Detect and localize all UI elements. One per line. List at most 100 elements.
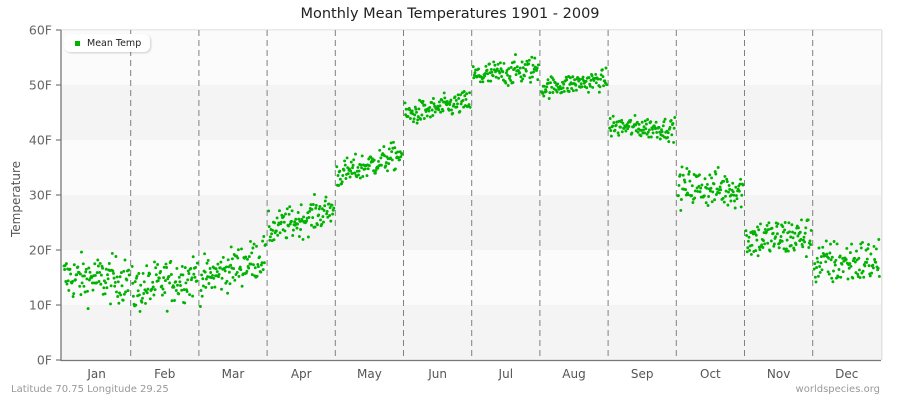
data-point bbox=[145, 264, 149, 268]
data-point bbox=[359, 163, 363, 167]
data-point bbox=[778, 241, 782, 245]
data-point bbox=[789, 235, 793, 239]
data-point bbox=[249, 262, 253, 266]
data-point bbox=[488, 62, 491, 66]
data-point bbox=[83, 290, 87, 294]
data-point bbox=[651, 127, 654, 131]
data-point bbox=[571, 89, 575, 93]
data-point bbox=[151, 285, 155, 289]
data-point bbox=[66, 279, 70, 283]
data-point bbox=[825, 252, 829, 256]
data-point bbox=[561, 86, 565, 90]
data-point bbox=[310, 223, 313, 227]
data-point bbox=[733, 206, 737, 210]
data-point bbox=[428, 105, 432, 109]
data-point bbox=[486, 72, 490, 76]
data-point bbox=[861, 240, 864, 244]
data-point bbox=[560, 90, 564, 94]
data-point bbox=[298, 219, 302, 223]
data-point bbox=[218, 266, 222, 270]
data-point bbox=[783, 228, 787, 232]
data-point bbox=[831, 280, 835, 284]
data-point bbox=[769, 239, 773, 243]
data-point bbox=[223, 269, 227, 273]
data-point bbox=[841, 270, 845, 274]
data-point bbox=[200, 294, 204, 298]
data-point bbox=[718, 185, 722, 189]
data-point bbox=[97, 280, 101, 283]
data-point bbox=[414, 107, 418, 111]
data-point bbox=[376, 166, 380, 170]
data-point bbox=[456, 93, 460, 97]
data-point bbox=[548, 91, 552, 95]
data-point bbox=[518, 66, 522, 70]
data-point bbox=[267, 225, 271, 229]
data-point bbox=[630, 131, 634, 135]
data-point bbox=[178, 280, 182, 284]
data-point bbox=[844, 258, 848, 261]
data-point bbox=[276, 233, 280, 237]
data-point bbox=[208, 267, 212, 270]
data-point bbox=[432, 102, 436, 106]
data-point bbox=[499, 67, 503, 71]
data-point bbox=[165, 309, 169, 313]
data-point bbox=[818, 270, 822, 274]
data-point bbox=[552, 78, 555, 82]
data-point bbox=[716, 166, 720, 169]
data-point bbox=[813, 275, 817, 279]
data-point bbox=[587, 90, 590, 94]
data-point bbox=[608, 126, 612, 130]
data-point bbox=[412, 120, 415, 124]
data-point bbox=[605, 83, 609, 87]
data-point bbox=[725, 177, 729, 181]
data-point bbox=[163, 279, 167, 283]
data-point bbox=[287, 224, 290, 228]
data-point bbox=[636, 130, 640, 134]
data-point bbox=[437, 108, 441, 112]
data-point bbox=[702, 194, 706, 198]
data-point bbox=[349, 160, 353, 164]
data-point bbox=[111, 269, 115, 273]
data-point bbox=[188, 293, 192, 297]
data-point bbox=[705, 182, 709, 186]
data-point bbox=[259, 263, 263, 267]
data-point bbox=[237, 274, 241, 278]
data-point bbox=[152, 293, 156, 297]
data-point bbox=[384, 161, 388, 165]
data-point bbox=[555, 90, 559, 94]
data-point bbox=[459, 93, 462, 97]
data-point bbox=[562, 89, 566, 93]
data-point bbox=[729, 199, 733, 203]
data-point bbox=[283, 229, 287, 233]
data-point bbox=[853, 256, 857, 260]
data-point bbox=[869, 252, 873, 256]
data-point bbox=[788, 230, 791, 234]
data-point bbox=[437, 100, 441, 104]
data-point bbox=[119, 271, 123, 275]
data-point bbox=[412, 117, 416, 121]
data-point bbox=[374, 168, 378, 172]
data-point bbox=[626, 127, 630, 131]
data-point bbox=[190, 276, 194, 280]
data-point bbox=[137, 293, 141, 297]
data-point bbox=[637, 122, 641, 126]
data-point bbox=[104, 267, 108, 271]
data-point bbox=[698, 190, 702, 194]
data-point bbox=[425, 114, 429, 118]
data-point bbox=[546, 78, 550, 82]
data-point bbox=[220, 287, 223, 291]
data-point bbox=[520, 79, 523, 83]
data-point bbox=[647, 135, 651, 139]
data-point bbox=[505, 69, 509, 72]
data-point bbox=[584, 79, 588, 83]
data-point bbox=[160, 293, 164, 297]
data-point bbox=[608, 117, 612, 120]
data-point bbox=[877, 238, 881, 241]
data-point bbox=[195, 279, 199, 283]
data-point bbox=[82, 284, 86, 288]
data-point bbox=[670, 133, 674, 137]
data-point bbox=[612, 121, 616, 125]
data-point bbox=[441, 109, 445, 113]
data-point bbox=[662, 120, 666, 124]
